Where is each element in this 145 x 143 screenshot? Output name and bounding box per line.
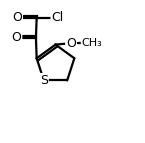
Text: CH₃: CH₃	[82, 38, 102, 48]
Text: Cl: Cl	[51, 11, 64, 24]
Text: O: O	[12, 11, 22, 24]
Text: O: O	[11, 31, 21, 44]
Text: S: S	[40, 74, 48, 87]
Text: O: O	[66, 37, 76, 50]
